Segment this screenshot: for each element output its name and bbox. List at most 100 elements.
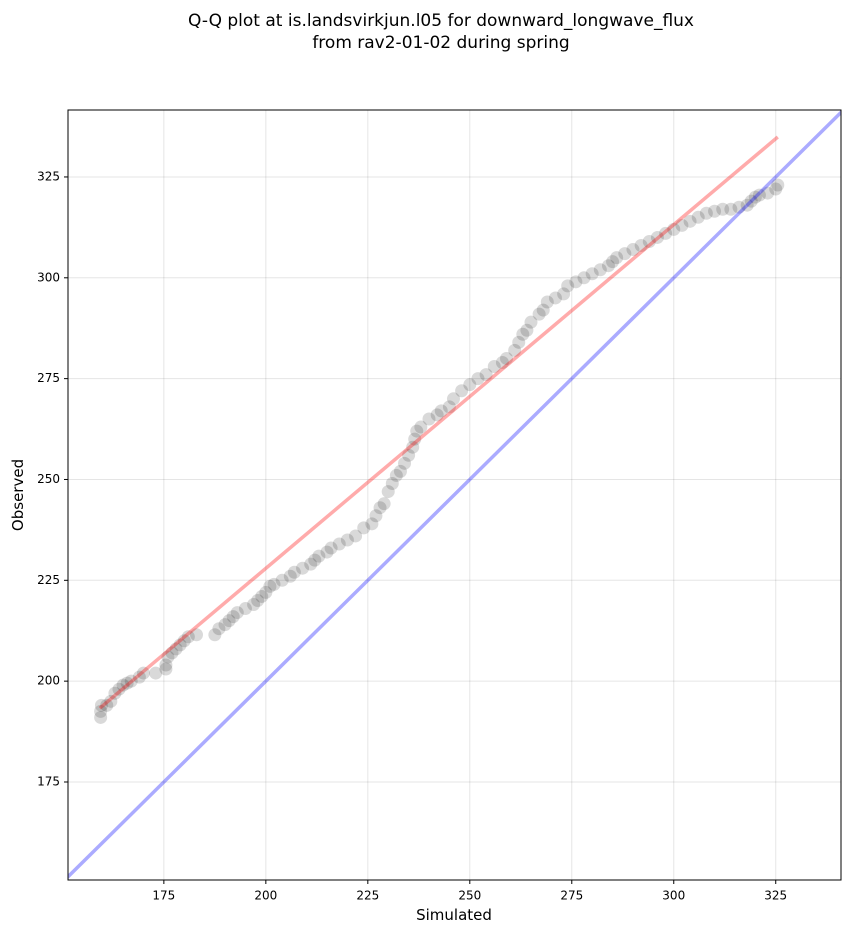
point — [296, 561, 310, 575]
y-tick-label: 300 — [37, 270, 60, 284]
point — [212, 622, 226, 636]
point — [716, 202, 730, 216]
point — [691, 210, 705, 224]
point — [606, 255, 620, 269]
point — [226, 610, 240, 624]
point — [520, 323, 534, 337]
point — [471, 372, 485, 386]
point — [312, 549, 326, 563]
point — [540, 295, 554, 309]
point — [414, 420, 428, 434]
point — [557, 287, 571, 301]
point — [769, 182, 783, 196]
grid — [68, 110, 841, 880]
point — [222, 614, 236, 628]
axes-frame — [67, 109, 842, 881]
point — [132, 670, 146, 684]
point — [308, 553, 322, 567]
point — [159, 658, 173, 672]
point — [208, 628, 222, 642]
point — [618, 247, 632, 261]
point — [748, 190, 762, 204]
point — [430, 408, 444, 422]
point — [406, 440, 420, 454]
chart-title: from rav2-01-02 during spring — [312, 33, 569, 53]
point — [324, 541, 338, 555]
point — [259, 585, 273, 599]
x-axis-label: Simulated — [416, 906, 492, 924]
point — [340, 533, 354, 547]
point — [446, 392, 460, 406]
point — [247, 598, 261, 612]
point — [479, 368, 493, 382]
x-tick-label: 225 — [356, 889, 379, 903]
point — [761, 186, 775, 200]
point — [569, 275, 583, 289]
y-tick-label: 250 — [37, 472, 60, 486]
y-tick-label: 275 — [37, 371, 60, 385]
point — [320, 545, 334, 559]
x-tick-label: 250 — [458, 889, 481, 903]
point — [365, 517, 379, 531]
point — [177, 634, 191, 648]
point — [165, 646, 179, 660]
point — [116, 678, 130, 692]
point — [495, 355, 509, 369]
point — [463, 378, 477, 392]
point — [304, 557, 318, 571]
point — [104, 694, 118, 708]
point — [369, 509, 383, 523]
point — [332, 537, 346, 551]
y-tick-label: 325 — [37, 169, 60, 183]
point — [601, 259, 615, 273]
point — [626, 243, 640, 257]
point — [408, 432, 422, 446]
point — [524, 315, 538, 329]
point — [373, 501, 387, 515]
point — [732, 200, 746, 214]
point — [667, 222, 681, 236]
point — [181, 630, 195, 644]
point — [381, 485, 395, 499]
point — [169, 642, 183, 656]
point — [532, 307, 546, 321]
point — [548, 291, 562, 305]
point — [218, 618, 232, 632]
point — [94, 698, 108, 712]
point — [377, 497, 391, 511]
point — [173, 638, 187, 652]
point — [744, 194, 758, 208]
point — [659, 226, 673, 240]
point — [683, 214, 697, 228]
point — [189, 628, 203, 642]
point — [136, 666, 150, 680]
point — [740, 198, 754, 212]
point — [275, 573, 289, 587]
point — [230, 606, 244, 620]
point — [238, 602, 252, 616]
y-tick-label: 200 — [37, 674, 60, 688]
point — [455, 384, 469, 398]
point — [577, 271, 591, 285]
point — [642, 234, 656, 248]
point — [108, 686, 122, 700]
point — [422, 412, 436, 426]
point — [149, 666, 163, 680]
point — [561, 279, 575, 293]
point — [442, 400, 456, 414]
point — [500, 351, 514, 365]
y-tick-label: 175 — [37, 774, 60, 788]
point — [699, 206, 713, 220]
point — [357, 521, 371, 535]
point — [267, 577, 281, 591]
point — [402, 448, 416, 462]
chart-title: Q-Q plot at is.landsvirkjun.l05 for down… — [188, 11, 694, 31]
y-tick-label: 225 — [37, 573, 60, 587]
point — [487, 360, 501, 374]
point — [398, 456, 412, 470]
plot-area — [68, 110, 841, 880]
reference-line — [68, 110, 841, 880]
point — [255, 589, 269, 603]
point — [159, 662, 173, 676]
